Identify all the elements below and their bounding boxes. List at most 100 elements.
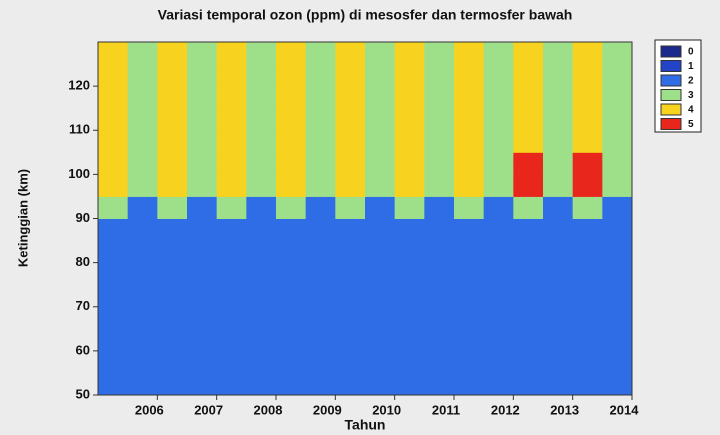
heatmap-cell [246, 284, 277, 308]
legend-label: 2 [688, 76, 694, 87]
heatmap-cell [394, 328, 425, 352]
heatmap-cell [572, 372, 603, 396]
heatmap-cell [513, 64, 544, 87]
heatmap-cell [246, 174, 277, 197]
heatmap-cell [424, 196, 455, 219]
heatmap-cell [483, 152, 514, 175]
heatmap-cell [335, 262, 366, 286]
heatmap-cell [127, 372, 158, 396]
heatmap-cell [127, 262, 158, 286]
heatmap-cell [424, 174, 455, 197]
heatmap-cell [127, 328, 158, 352]
heatmap-cell [572, 262, 603, 286]
heatmap-cell [187, 372, 218, 396]
heatmap-cell [157, 218, 188, 242]
heatmap-cell [305, 108, 336, 131]
heatmap-cell [513, 372, 544, 396]
heatmap-cell [98, 262, 129, 286]
legend-label: 4 [688, 105, 694, 116]
heatmap-cell [276, 86, 307, 109]
heatmap-cell [246, 262, 277, 286]
heatmap-cell [276, 306, 307, 330]
x-tick-label: 2013 [550, 402, 579, 417]
legend-swatch [660, 103, 682, 116]
heatmap-cell [127, 240, 158, 264]
heatmap-cell [305, 218, 336, 242]
heatmap-cell [483, 328, 514, 352]
heatmap-cell [483, 372, 514, 396]
heatmap-cell [483, 64, 514, 87]
x-tick-label: 2006 [135, 402, 164, 417]
heatmap-cell [424, 42, 455, 65]
heatmap-cell [602, 328, 633, 352]
heatmap-cell [365, 306, 396, 330]
heatmap-cell [246, 328, 277, 352]
heatmap-cell [276, 64, 307, 87]
heatmap-cell [305, 306, 336, 330]
heatmap-cell [483, 240, 514, 264]
heatmap-cell [157, 328, 188, 352]
heatmap-cell [276, 152, 307, 175]
heatmap-cell [246, 108, 277, 131]
heatmap-cell [483, 196, 514, 219]
heatmap-cell [543, 42, 574, 65]
heatmap-cell [246, 152, 277, 175]
heatmap-cell [365, 328, 396, 352]
heatmap-cell [216, 372, 247, 396]
heatmap-cell [98, 86, 129, 109]
heatmap-cell [483, 262, 514, 286]
heatmap-cell [483, 284, 514, 308]
heatmap-cell [365, 218, 396, 242]
heatmap-cell [216, 174, 247, 197]
heatmap-cell [454, 372, 485, 396]
heatmap-cell [335, 108, 366, 131]
heatmap-cell [454, 152, 485, 175]
heatmap-cell [543, 306, 574, 330]
heatmap-cell [276, 284, 307, 308]
heatmap-cell [513, 262, 544, 286]
x-tick-label: 2009 [313, 402, 342, 417]
heatmap-cell [394, 350, 425, 374]
heatmap-cell [365, 372, 396, 396]
heatmap-cell [543, 218, 574, 242]
y-axis-label: Ketinggian (km) [15, 169, 30, 267]
heatmap-cell [543, 108, 574, 131]
heatmap-cell [335, 64, 366, 87]
heatmap-cell [394, 284, 425, 308]
heatmap-cell [572, 240, 603, 264]
heatmap-cell [365, 130, 396, 153]
heatmap-cell [335, 218, 366, 242]
heatmap-cell [216, 42, 247, 65]
heatmap-cell [335, 174, 366, 197]
heatmap-cell [305, 42, 336, 65]
heatmap-cell [98, 130, 129, 153]
legend-label: 5 [688, 119, 694, 130]
heatmap-cell [394, 108, 425, 131]
heatmap-cell [602, 240, 633, 264]
heatmap-cell [98, 284, 129, 308]
heatmap-cell [572, 218, 603, 242]
heatmap-cell [305, 152, 336, 175]
heatmap-cell [602, 306, 633, 330]
x-tick-label: 2008 [254, 402, 283, 417]
heatmap-cell [157, 306, 188, 330]
heatmap-cell [513, 350, 544, 374]
heatmap-cell [157, 42, 188, 65]
heatmap-cell [98, 108, 129, 131]
heatmap-cell [543, 262, 574, 286]
heatmap-cell [572, 130, 603, 153]
heatmap-cell [157, 262, 188, 286]
heatmap-cell [276, 42, 307, 65]
heatmap-cell [157, 350, 188, 374]
heatmap-cell [483, 174, 514, 197]
heatmap-cell [187, 64, 218, 87]
heatmap-cell [187, 174, 218, 197]
heatmap-cell [543, 64, 574, 87]
heatmap-cell [127, 218, 158, 242]
heatmap-cell [454, 350, 485, 374]
heatmap-cell [394, 152, 425, 175]
heatmap-cell [98, 152, 129, 175]
heatmap-cell [187, 196, 218, 219]
heatmap-cell [276, 372, 307, 396]
x-tick-label: 2012 [491, 402, 520, 417]
